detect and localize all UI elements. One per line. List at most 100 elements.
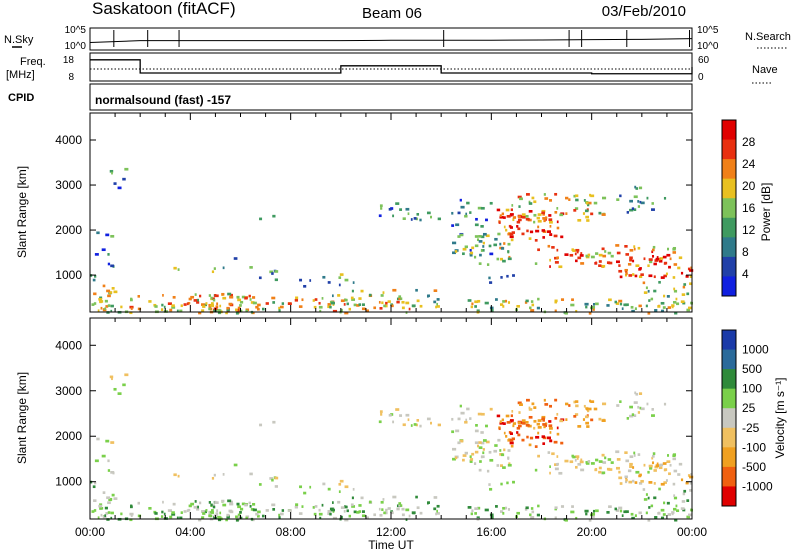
range-cell [193, 505, 198, 509]
range-cell [105, 512, 109, 515]
range-cell [517, 227, 521, 231]
range-cell [640, 479, 644, 483]
range-cell [343, 509, 346, 513]
range-cell [624, 475, 628, 479]
range-cell [647, 264, 650, 268]
range-cell [607, 458, 612, 461]
range-cell [575, 198, 579, 202]
range-cell [634, 307, 637, 311]
range-cell [474, 507, 479, 510]
range-cell [379, 306, 383, 310]
range-cell [665, 479, 668, 482]
range-cell [549, 224, 552, 228]
range-cell [344, 311, 349, 315]
range-cell [169, 515, 173, 519]
range-cell [100, 513, 103, 517]
range-cell [499, 420, 502, 424]
range-cell [478, 234, 482, 238]
range-cell [522, 421, 526, 425]
range-cell [489, 458, 494, 462]
range-cell [633, 195, 638, 199]
range-cell [658, 257, 661, 261]
range-cell [255, 512, 259, 516]
range-cell [298, 512, 303, 515]
range-cell [464, 245, 468, 249]
range-cell [391, 304, 394, 308]
range-cell [480, 235, 485, 239]
range-cell [627, 262, 632, 266]
range-cell [474, 512, 477, 515]
range-cell [331, 294, 334, 298]
range-cell [678, 462, 683, 466]
range-cell [486, 469, 490, 473]
range-cell [344, 278, 349, 282]
range-cell [537, 419, 542, 422]
range-cell [632, 479, 635, 483]
range-cell [485, 218, 488, 222]
range-cell [137, 307, 142, 311]
range-cell [543, 398, 546, 402]
range-cell [500, 276, 503, 279]
range-cell [111, 493, 115, 497]
range-cell [361, 307, 366, 311]
range-cell [625, 253, 630, 256]
range-cell [682, 301, 686, 305]
range-cell [577, 425, 582, 428]
range-cell [465, 212, 468, 216]
range-cell [490, 308, 494, 312]
range-cell [525, 299, 529, 303]
range-cell [663, 468, 667, 472]
range-cell [327, 512, 330, 516]
range-cell [96, 437, 100, 441]
colorbar-swatch [722, 256, 736, 277]
range-cell [496, 464, 500, 467]
range-cell [639, 267, 642, 270]
range-cell [535, 229, 540, 233]
range-cell [222, 503, 227, 507]
range-cell [201, 309, 205, 312]
range-cell [521, 419, 526, 422]
range-cell [537, 213, 542, 216]
range-cell [631, 516, 635, 520]
range-cell [602, 254, 607, 258]
range-cell [671, 304, 675, 307]
range-cell [618, 299, 623, 303]
range-cell [672, 457, 677, 461]
y-tick-label: 2000 [55, 223, 82, 237]
freq-label-line1: Freq. [20, 56, 46, 68]
range-cell [107, 511, 111, 514]
colorbar-tick-label: 4 [742, 267, 749, 281]
range-cell [137, 501, 140, 505]
range-cell [541, 209, 546, 213]
range-cell [598, 460, 603, 463]
range-cell [419, 218, 422, 222]
range-cell [358, 510, 362, 513]
range-cell [469, 211, 472, 214]
range-cell [361, 514, 366, 518]
range-cell [629, 208, 634, 212]
range-cell [469, 253, 473, 257]
range-cell [227, 292, 232, 296]
range-cell [255, 305, 259, 309]
range-cell [530, 507, 534, 510]
range-cell [332, 516, 338, 520]
range-cell [217, 308, 221, 312]
range-cell [511, 437, 515, 441]
range-cell [489, 407, 493, 411]
range-cell [626, 211, 629, 214]
range-cell [171, 513, 176, 516]
range-cell [124, 167, 129, 171]
range-cell [466, 201, 470, 205]
nsky-tick-top: 10^5 [65, 25, 87, 36]
range-cell [516, 225, 519, 228]
range-cell [526, 398, 530, 402]
range-cell [654, 309, 658, 312]
range-cell [94, 459, 99, 463]
range-cell [402, 423, 406, 427]
range-cell [672, 247, 676, 251]
range-cell [470, 512, 473, 516]
range-cell [460, 411, 465, 415]
range-cell [629, 414, 634, 418]
range-cell [503, 225, 506, 229]
range-cell [129, 311, 133, 315]
